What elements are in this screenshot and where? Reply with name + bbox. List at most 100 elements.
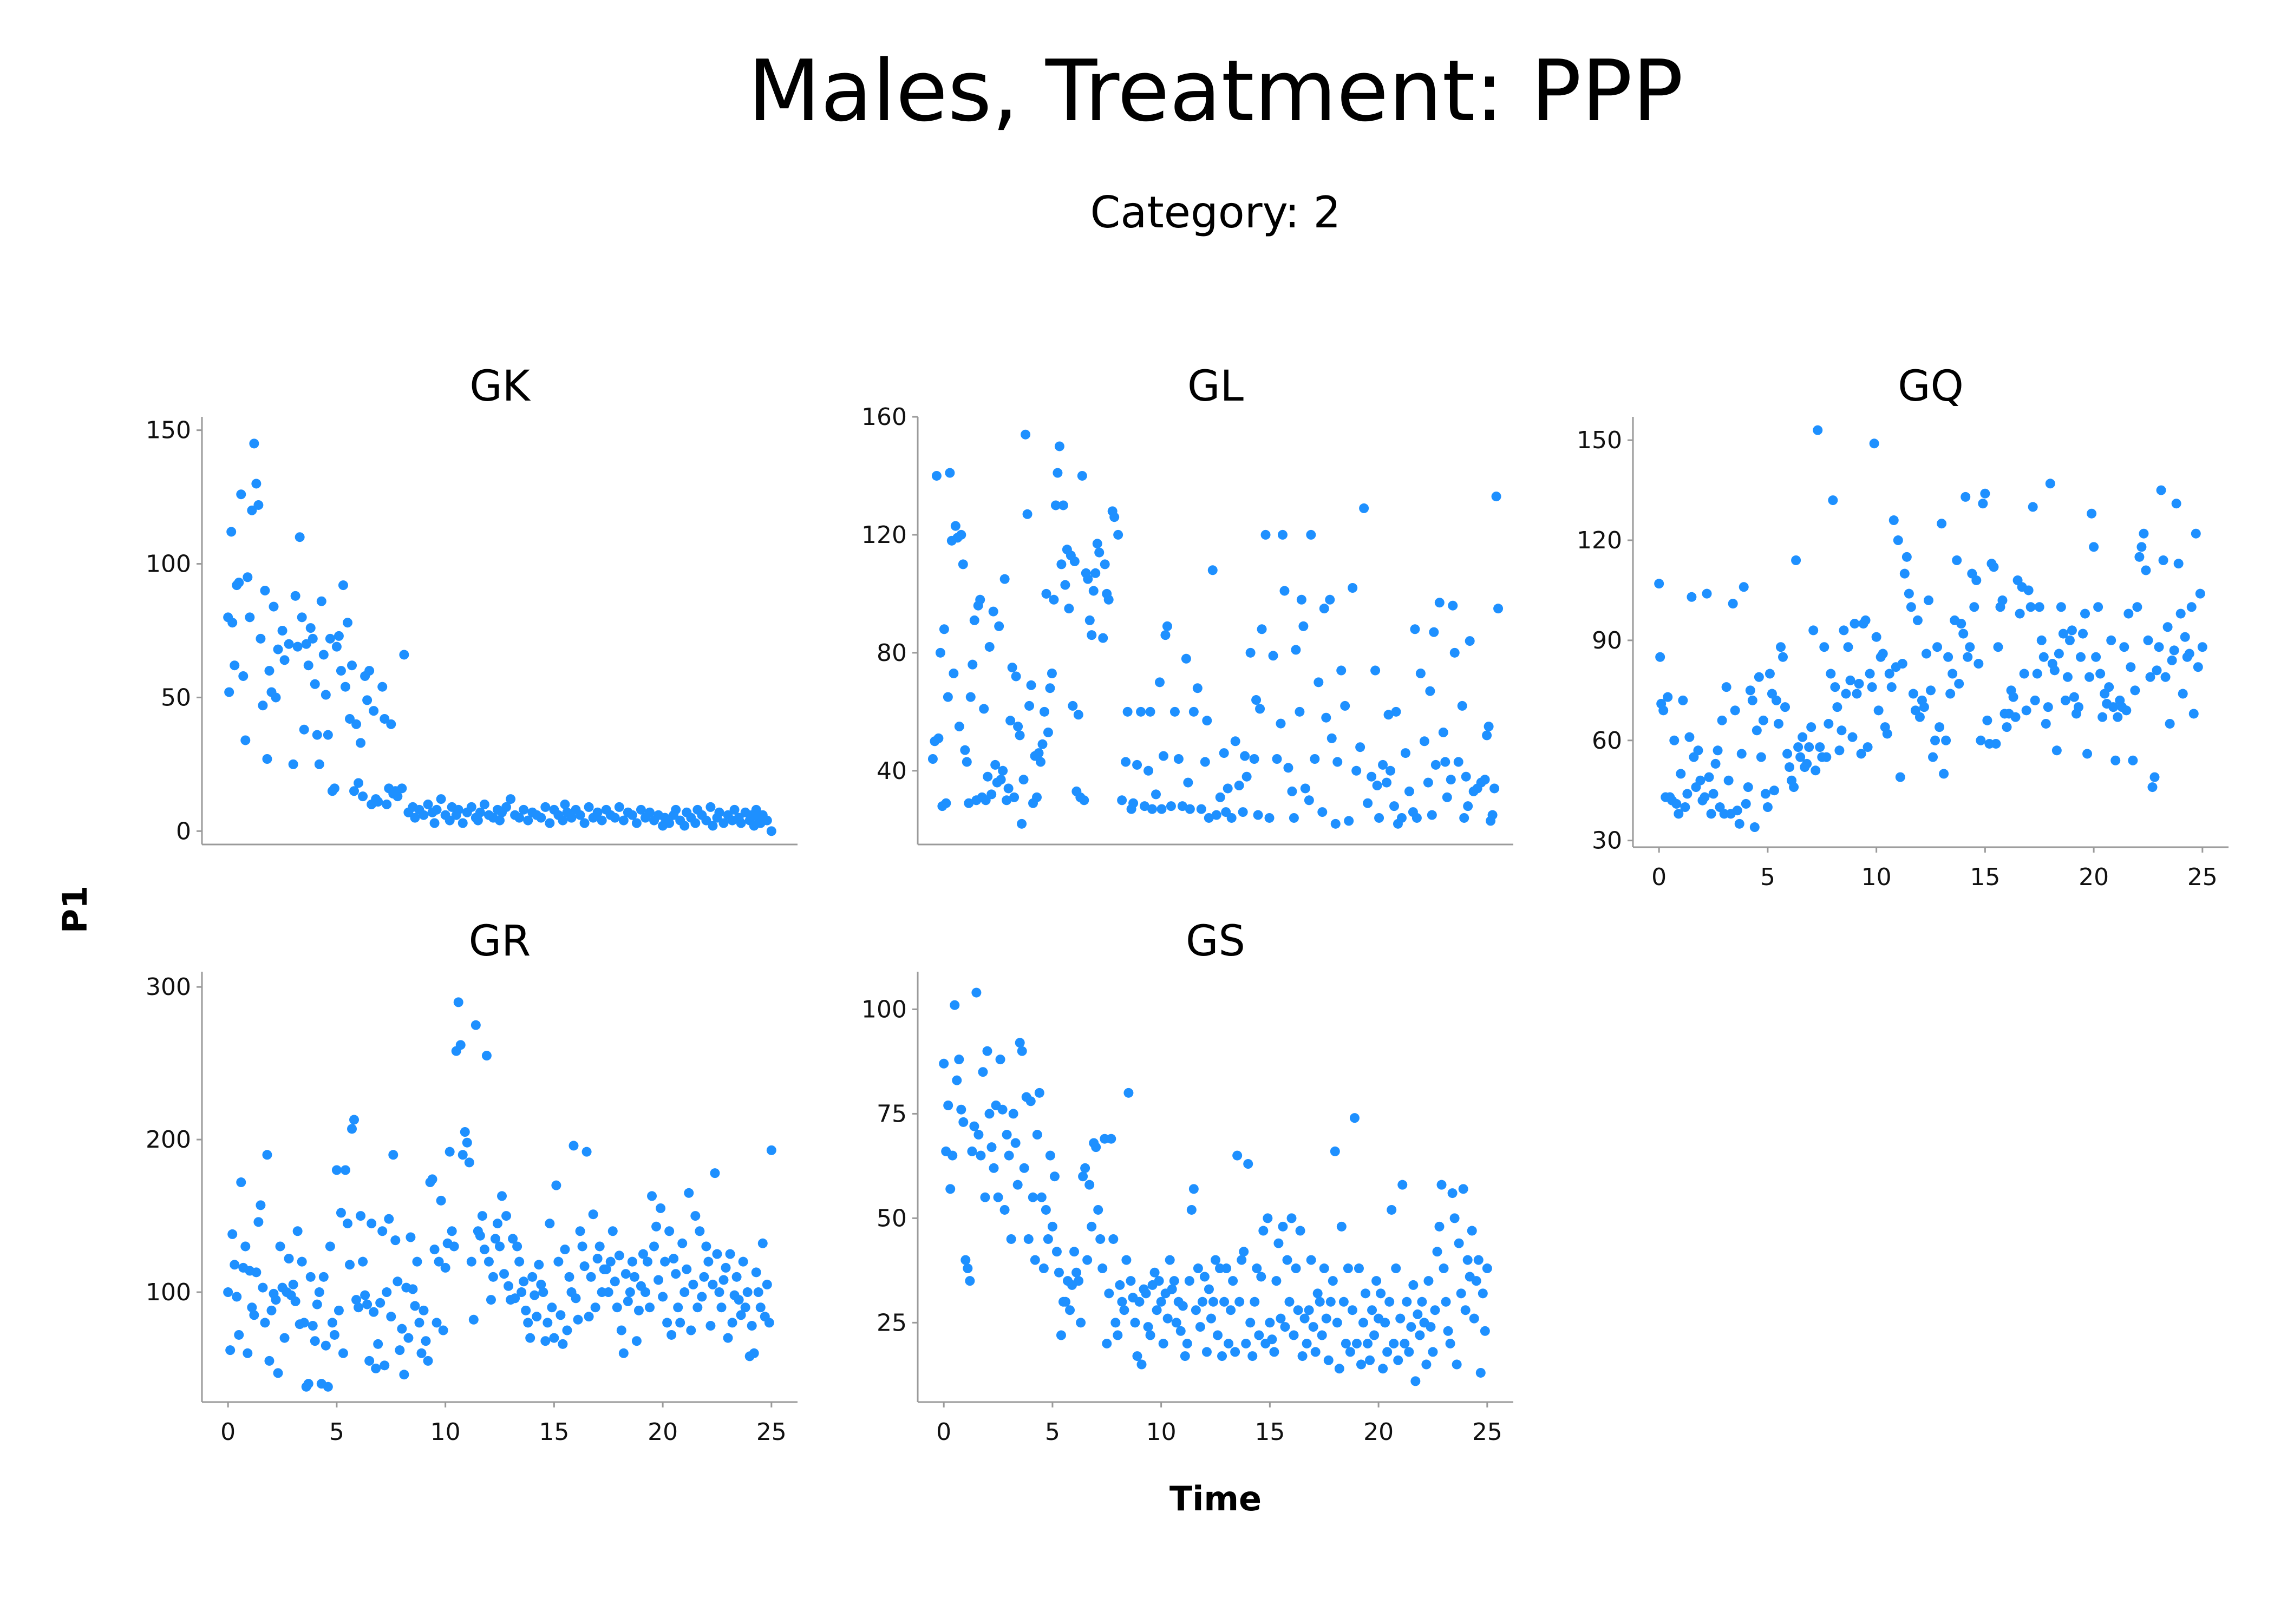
data-point: [616, 1325, 626, 1335]
panel-title-gk: GK: [469, 362, 531, 411]
x-tick-label: 5: [1045, 1418, 1060, 1446]
data-point: [1256, 1272, 1266, 1282]
y-tick-label: 75: [877, 1100, 907, 1128]
data-point: [1811, 765, 1821, 776]
data-point: [1899, 568, 1910, 579]
data-point: [399, 1370, 409, 1380]
data-point: [1655, 652, 1665, 662]
data-point: [623, 1296, 633, 1306]
data-point: [342, 1219, 352, 1229]
data-point: [1299, 1313, 1310, 1324]
data-point: [492, 1219, 502, 1229]
data-point: [1287, 786, 1297, 796]
data-point: [1327, 733, 1337, 743]
data-point: [234, 578, 244, 588]
data-point: [299, 1318, 309, 1328]
data-point: [1250, 1296, 1260, 1307]
data-point: [2078, 628, 2088, 639]
data-point: [1043, 1234, 1053, 1244]
data-point: [266, 1305, 277, 1315]
data-point: [258, 700, 268, 711]
data-point: [1276, 1313, 1286, 1324]
data-point: [1034, 748, 1044, 758]
data-point: [292, 641, 303, 652]
data-point: [573, 1314, 583, 1325]
data-point: [1051, 1247, 1062, 1257]
data-point: [251, 1267, 262, 1278]
data-point: [490, 1234, 500, 1244]
data-point: [1997, 595, 2008, 605]
data-point: [1386, 765, 1396, 776]
data-point: [464, 1157, 474, 1168]
data-point: [1948, 669, 1958, 679]
data-point: [1391, 1263, 1401, 1274]
data-point: [1167, 1284, 1177, 1294]
data-point: [1935, 722, 1945, 732]
data-point: [1415, 669, 1426, 678]
data-point: [673, 1302, 683, 1313]
data-point: [1343, 1263, 1353, 1274]
data-point: [358, 791, 368, 802]
data-point: [588, 1209, 598, 1220]
data-point: [519, 804, 529, 815]
data-point: [1260, 529, 1271, 540]
data-point: [1765, 669, 1775, 679]
data-point: [2169, 645, 2179, 656]
data-point: [1775, 642, 1786, 652]
data-point: [590, 1302, 600, 1313]
data-point: [1440, 757, 1450, 767]
data-point: [2021, 705, 2031, 716]
data-point: [1773, 718, 1783, 729]
data-point: [1032, 1130, 1042, 1140]
data-point: [1819, 642, 1829, 652]
data-point: [1423, 777, 1433, 788]
data-point: [697, 1292, 707, 1302]
data-point: [1297, 1351, 1308, 1361]
data-point: [1347, 1305, 1357, 1315]
data-point: [384, 1214, 394, 1224]
data-point: [958, 1117, 969, 1127]
data-point: [271, 1295, 281, 1305]
data-point: [2019, 669, 2029, 679]
data-point: [249, 438, 259, 449]
data-point: [303, 1379, 313, 1389]
data-point: [344, 713, 355, 724]
data-point: [1079, 795, 1089, 806]
data-point: [1045, 1150, 1055, 1161]
data-point: [427, 1174, 437, 1184]
data-point: [1430, 759, 1441, 770]
data-point: [288, 759, 298, 769]
data-point: [1430, 1305, 1440, 1315]
data-point: [592, 1254, 603, 1263]
data-point: [340, 682, 350, 692]
x-tick-label: 0: [220, 1418, 236, 1446]
y-tick-label: 80: [877, 639, 907, 667]
data-point: [1056, 559, 1067, 569]
data-point: [1321, 712, 1331, 723]
data-point: [1739, 582, 1749, 592]
data-point: [225, 1345, 236, 1355]
data-point: [1080, 1163, 1090, 1173]
data-point: [1889, 515, 1899, 526]
panel-gk: GK 0 50 100 150: [146, 362, 798, 846]
data-point: [321, 1340, 331, 1351]
data-point: [224, 687, 234, 697]
data-point: [2175, 608, 2186, 619]
data-point: [1706, 809, 1716, 819]
data-point: [682, 1264, 692, 1274]
data-point: [1717, 715, 1727, 725]
data-point: [1330, 818, 1341, 829]
data-point: [1069, 556, 1080, 566]
data-point: [647, 1191, 657, 1201]
data-point: [654, 1275, 664, 1285]
data-point: [331, 1165, 342, 1175]
data-point: [960, 745, 970, 755]
data-point: [699, 1272, 709, 1282]
data-point: [651, 1221, 662, 1232]
data-point: [1132, 759, 1142, 770]
data-point: [1007, 663, 1017, 673]
data-point: [684, 1188, 694, 1198]
data-point: [412, 1256, 422, 1267]
panel-title-gr: GR: [469, 917, 531, 966]
data-point: [364, 1355, 375, 1366]
